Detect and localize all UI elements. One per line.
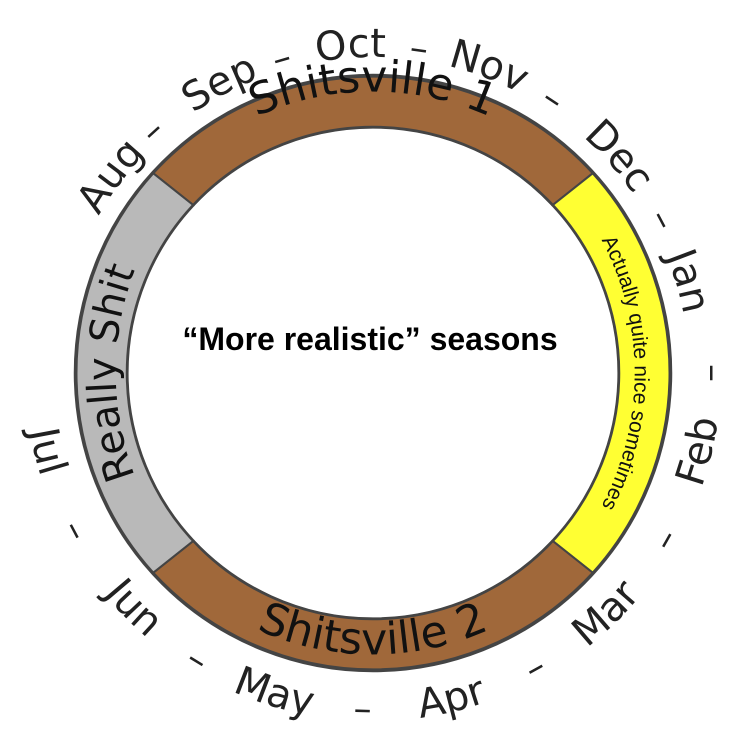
month-label-feb: Feb [667,413,728,491]
separator-aug-sep: – [132,110,173,152]
month-label-apr: Apr [414,667,491,728]
month-label-jan: Jan [656,240,719,317]
month-label-oct: Oct [312,21,386,72]
ring-inner-edge [125,125,621,621]
separator-jun-jul: – [53,513,98,548]
separator-sep-oct: – [267,36,296,80]
separator-nov-dec: – [534,77,572,121]
separator-jan-feb: – [689,364,730,382]
month-label-may: May [228,658,318,725]
separator-mar-apr: – [517,646,553,691]
separator-may-jun: – [179,638,216,682]
ring [73,73,673,673]
separator-feb-mar: – [643,522,688,558]
month-label-jul: Jul [19,421,75,480]
separator-jul-aug: – [0,0,9,9]
separator-dec-jan: – [640,202,685,237]
diagram-title: “More realistic” seasons [182,321,557,357]
ring-outer-edge [73,73,673,673]
separator-oct-nov: – [407,27,431,70]
separator-apr-may: – [353,689,372,731]
